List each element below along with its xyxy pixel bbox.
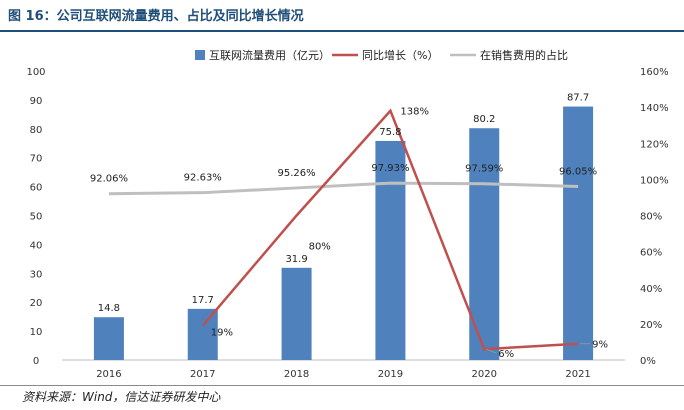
growth-value-label: 80% xyxy=(309,242,331,253)
x-tick-label: 2021 xyxy=(565,369,590,380)
y-right-tick-label: 120% xyxy=(640,139,669,150)
y-left-tick-label: 10 xyxy=(30,327,43,338)
bar-value-label: 75.8 xyxy=(379,127,401,138)
x-tick-label: 2019 xyxy=(378,369,403,380)
growth-value-label: 19% xyxy=(211,328,233,339)
share-line xyxy=(108,181,579,196)
legend-label: 在销售费用的占比 xyxy=(480,48,568,62)
share-value-label: 96.05% xyxy=(559,167,597,178)
bar xyxy=(563,106,594,360)
share-value-label: 95.26% xyxy=(278,168,316,179)
bar xyxy=(93,317,124,360)
title-divider xyxy=(0,30,684,32)
y-left-tick-label: 100 xyxy=(26,67,45,78)
bar xyxy=(281,267,312,360)
label-leader-line xyxy=(486,348,497,354)
y-left-tick-label: 20 xyxy=(30,298,43,309)
y-right-tick-label: 40% xyxy=(640,284,662,295)
figure-title: 图 16：公司互联网流量费用、占比及同比增长情况 xyxy=(8,9,304,24)
legend-swatch-bar xyxy=(195,50,205,60)
bar xyxy=(375,140,406,360)
y-left-tick-label: 80 xyxy=(30,125,43,136)
y-right-tick-label: 140% xyxy=(640,103,669,114)
y-right-tick-label: 100% xyxy=(640,175,669,186)
y-left-tick-label: 40 xyxy=(30,240,43,251)
x-tick-label: 2017 xyxy=(190,369,215,380)
footer-divider xyxy=(0,385,684,386)
y-left-tick-label: 0 xyxy=(33,356,39,367)
bar-value-label: 14.8 xyxy=(98,303,120,314)
bar xyxy=(187,308,218,360)
share-value-label: 97.59% xyxy=(465,164,503,175)
bar-value-label: 17.7 xyxy=(192,295,214,306)
growth-value-label: 6% xyxy=(498,349,514,360)
x-tick-label: 2020 xyxy=(472,369,497,380)
x-tick-label: 2016 xyxy=(96,369,121,380)
y-left-tick-label: 50 xyxy=(30,212,43,223)
growth-value-label: 9% xyxy=(592,340,608,351)
y-right-tick-label: 160% xyxy=(640,67,669,78)
legend-label: 互联网流量费用（亿元） xyxy=(209,48,330,62)
legend-label: 同比增长（%） xyxy=(362,48,438,62)
y-left-tick-label: 70 xyxy=(30,154,43,165)
share-value-label: 92.63% xyxy=(184,173,222,184)
y-right-tick-label: 60% xyxy=(640,248,662,259)
bar-value-label: 87.7 xyxy=(567,93,589,104)
share-value-label: 97.93% xyxy=(371,163,409,174)
x-tick-label: 2018 xyxy=(284,369,309,380)
y-right-tick-label: 20% xyxy=(640,320,662,331)
share-value-label: 92.06% xyxy=(90,174,128,185)
growth-value-label: 138% xyxy=(400,107,429,118)
bar-value-label: 80.2 xyxy=(473,114,495,125)
y-left-tick-label: 90 xyxy=(30,96,43,107)
y-right-tick-label: 0% xyxy=(640,356,656,367)
bar-value-label: 31.9 xyxy=(285,254,307,265)
y-left-tick-label: 60 xyxy=(30,183,43,194)
y-right-tick-label: 80% xyxy=(640,212,662,223)
source-note: 资料来源：Wind，信达证券研发中心 xyxy=(22,390,221,404)
y-left-tick-label: 30 xyxy=(30,269,43,280)
